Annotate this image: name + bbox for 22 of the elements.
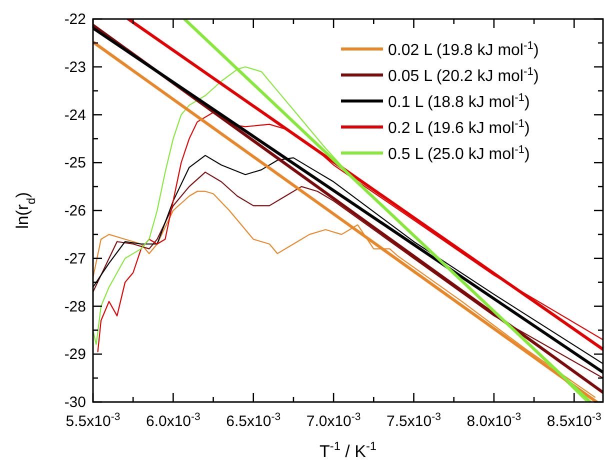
x-tick-label: 5.5x10$^{-3}$ — [66, 411, 120, 430]
legend-label: 0.2 L (19.6 kJ mol$^{-1}$) — [388, 118, 530, 137]
x-tick-label: 6.0x10$^{-3}$ — [146, 411, 201, 430]
x-tick-label: 8.5x10$^{-3}$ — [546, 411, 602, 430]
y-tick-label: -22 — [64, 11, 86, 28]
x-tick-label: 6.5x10$^{-3}$ — [226, 411, 281, 430]
y-tick-label: -30 — [64, 394, 86, 411]
y-tick-label: -26 — [64, 202, 86, 220]
y-tick-label: -27 — [64, 250, 86, 268]
y-tick-label: -23 — [64, 58, 86, 76]
legend-label: 0.02 L (19.8 kJ mol$^{-1}$) — [388, 40, 539, 59]
legend-label: 0.05 L (20.2 kJ mol$^{-1}$) — [388, 66, 539, 85]
x-axis-title: T$^{-1}$ / K$^{-1}$ — [319, 439, 377, 461]
x-tick-label: 7.0x10$^{-3}$ — [306, 411, 361, 430]
y-tick-label: -25 — [64, 154, 86, 172]
legend-label: 0.5 L (25.0 kJ mol$^{-1}$) — [388, 144, 530, 163]
y-tick-label: -28 — [64, 298, 86, 316]
y-tick-label: -29 — [64, 346, 86, 364]
legend-label: 0.1 L (18.8 kJ mol$^{-1}$) — [388, 92, 530, 111]
x-tick-label: 7.5x10$^{-3}$ — [386, 411, 442, 430]
x-tick-label: 8.0x10$^{-3}$ — [466, 411, 522, 430]
y-tick-label: -24 — [64, 106, 86, 124]
